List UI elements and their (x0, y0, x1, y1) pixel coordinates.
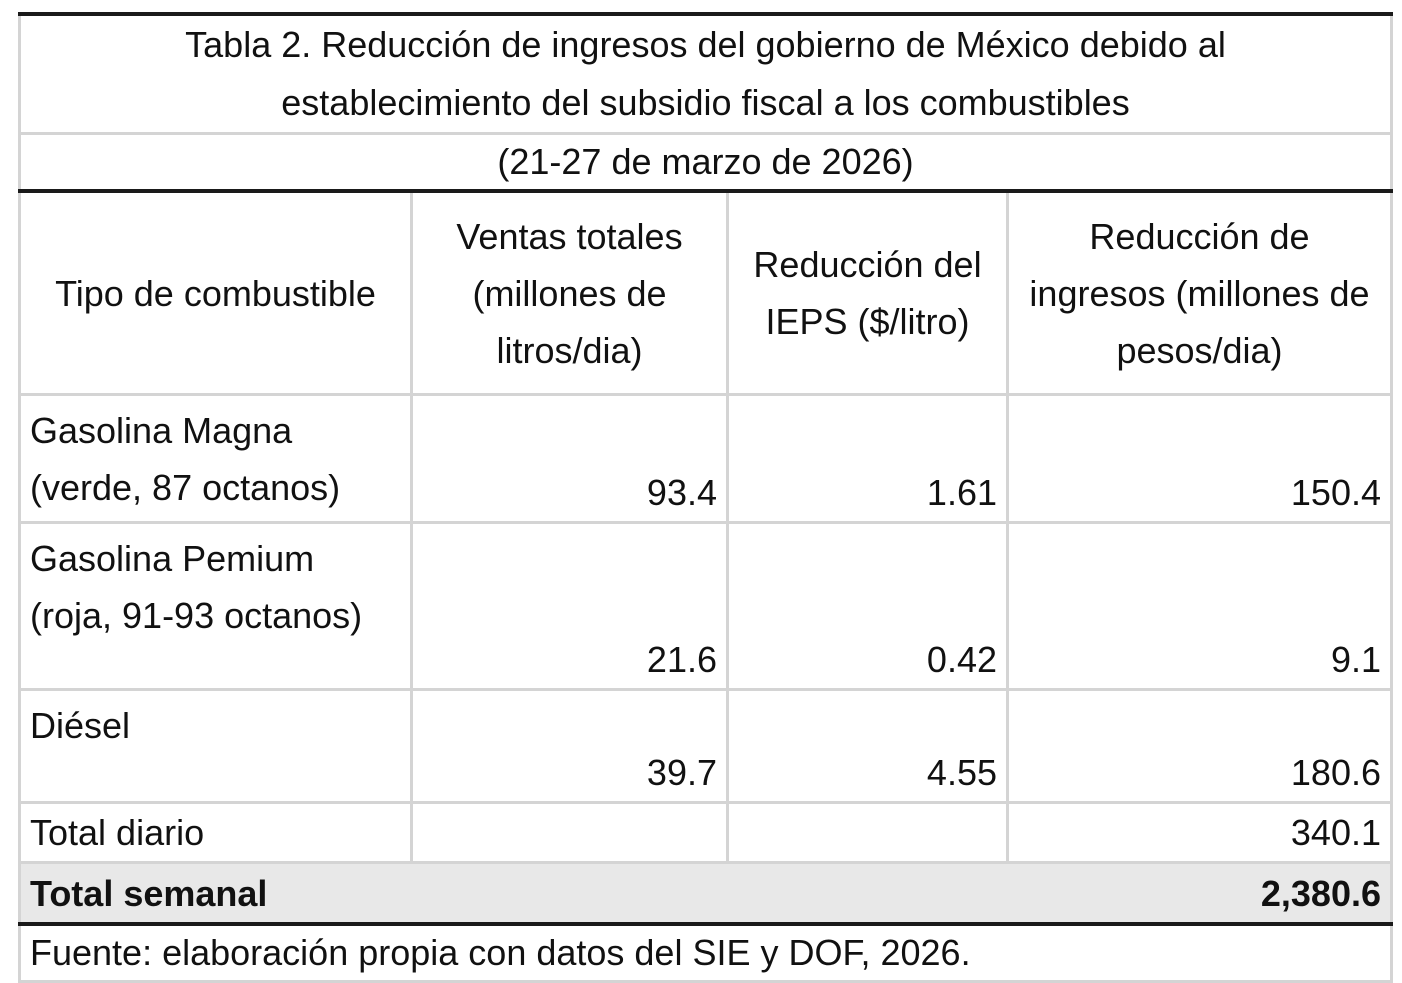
header-revenue-line-3: pesos/dia) (1116, 329, 1283, 371)
header-ieps-line-1: Reducción del (753, 244, 982, 285)
table-row-total-weekly: Total semanal 2,380.6 (18, 861, 1393, 926)
table-row-total-daily: Total diario 340.1 (18, 801, 1393, 864)
total-daily-revenue: 340.1 (1006, 801, 1393, 864)
fuel-name-diesel: Diésel (18, 688, 413, 804)
fuel-name-diesel-line-1: Diésel (30, 705, 131, 746)
fuel-name-magna-line-1: Gasolina Magna (30, 410, 293, 451)
total-daily-label: Total diario (18, 801, 413, 864)
total-weekly-ieps-empty (726, 861, 1009, 926)
subtitle-row: (21-27 de marzo de 2026) (18, 132, 1393, 193)
header-fuel-type-label: Tipo de combustible (55, 272, 376, 314)
table-date-range: (21-27 de marzo de 2026) (18, 132, 1393, 193)
header-fuel-type: Tipo de combustible (18, 189, 413, 396)
source-row: Fuente: elaboración propia con datos del… (18, 922, 1393, 983)
sales-magna: 93.4 (410, 393, 729, 524)
fuel-name-premium-line-1: Gasolina Pemium (30, 538, 315, 579)
header-sales-line-3: litros/dia) (496, 329, 643, 371)
total-weekly-revenue: 2,380.6 (1006, 861, 1393, 926)
revenue-diesel: 180.6 (1006, 688, 1393, 804)
header-sales-line-1: Ventas totales (456, 215, 683, 257)
fuel-name-magna: Gasolina Magna (verde, 87 octanos) (18, 393, 413, 524)
table-title-line-2: establecimiento del subsidio fiscal a lo… (281, 82, 1130, 123)
revenue-magna: 150.4 (1006, 393, 1393, 524)
header-revenue-reduction: Reducción de ingresos (millones de pesos… (1006, 189, 1393, 396)
header-row: Tipo de combustible Ventas totales (mill… (18, 189, 1393, 396)
revenue-reduction-table: Tabla 2. Reducción de ingresos del gobie… (18, 12, 1393, 983)
table-row-diesel: Diésel 39.7 4.55 180.6 (18, 688, 1393, 804)
title-row: Tabla 2. Reducción de ingresos del gobie… (18, 12, 1393, 135)
total-weekly-sales-empty (410, 861, 729, 926)
table-title: Tabla 2. Reducción de ingresos del gobie… (18, 12, 1393, 135)
table-title-line-1: Tabla 2. Reducción de ingresos del gobie… (185, 24, 1226, 65)
ieps-magna: 1.61 (726, 393, 1009, 524)
table-row-magna: Gasolina Magna (verde, 87 octanos) 93.4 … (18, 393, 1393, 524)
header-ieps-reduction: Reducción del IEPS ($/litro) (726, 189, 1009, 396)
header-revenue-line-1: Reducción de (1089, 215, 1310, 257)
total-daily-ieps-empty (726, 801, 1009, 864)
sales-premium: 21.6 (410, 521, 729, 691)
fuel-name-premium-line-2: (roja, 91-93 octanos) (30, 595, 363, 636)
total-daily-sales-empty (410, 801, 729, 864)
ieps-premium: 0.42 (726, 521, 1009, 691)
header-revenue-line-2: ingresos (millones de (1029, 272, 1370, 314)
header-ieps-line-2: IEPS ($/litro) (765, 301, 970, 342)
fuel-name-magna-line-2: (verde, 87 octanos) (30, 467, 341, 508)
total-weekly-label: Total semanal (18, 861, 413, 926)
revenue-premium: 9.1 (1006, 521, 1393, 691)
table-row-premium: Gasolina Pemium (roja, 91-93 octanos) 21… (18, 521, 1393, 691)
fuel-subsidy-table-document: Tabla 2. Reducción de ingresos del gobie… (18, 12, 1393, 983)
ieps-diesel: 4.55 (726, 688, 1009, 804)
fuel-name-premium: Gasolina Pemium (roja, 91-93 octanos) (18, 521, 413, 691)
table-source-note: Fuente: elaboración propia con datos del… (18, 922, 1393, 983)
header-total-sales: Ventas totales (millones de litros/dia) (410, 189, 729, 396)
sales-diesel: 39.7 (410, 688, 729, 804)
header-sales-line-2: (millones de (472, 272, 667, 314)
